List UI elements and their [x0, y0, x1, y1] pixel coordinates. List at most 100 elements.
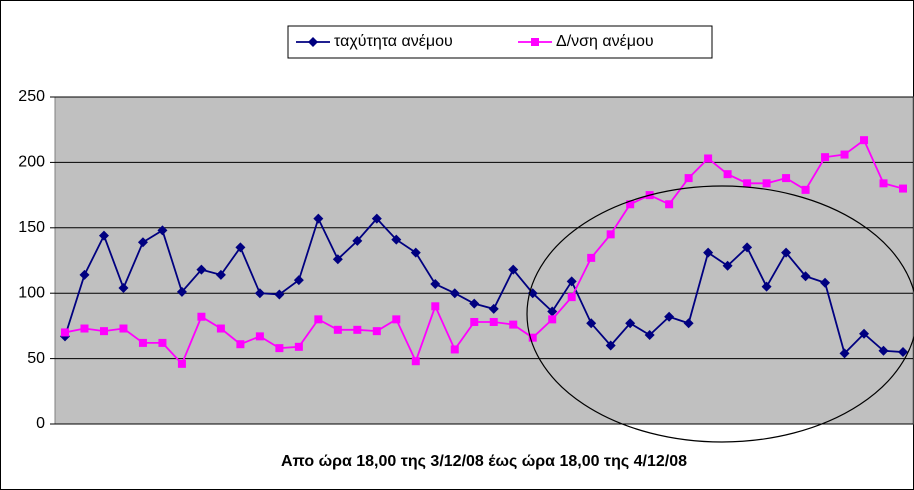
point [158, 338, 167, 347]
plot-area [54, 96, 914, 425]
point [372, 327, 381, 336]
point [743, 179, 752, 188]
point [879, 179, 888, 188]
point [606, 230, 615, 239]
series-layer [60, 136, 908, 368]
legend-items: ταχύτητα ανέμου Δ/νση ανέμου [296, 33, 654, 50]
point [508, 264, 519, 275]
x-axis-label: Απο ώρα 18,00 της 3/12/08 έως ώρα 18,00 … [281, 453, 687, 470]
point [899, 184, 907, 193]
point [431, 302, 440, 311]
point [99, 327, 108, 336]
point [626, 200, 635, 209]
point [254, 288, 265, 299]
point [293, 275, 304, 286]
point [625, 318, 636, 329]
point [781, 247, 792, 258]
point [782, 174, 791, 183]
grid: 0 50 100 150 200 250 [18, 88, 913, 432]
point [450, 345, 459, 354]
point [547, 306, 558, 317]
point [469, 298, 480, 309]
y-tick-label: 50 [27, 350, 45, 367]
point [664, 311, 675, 322]
point [566, 276, 577, 287]
point [353, 325, 362, 334]
point [352, 235, 363, 246]
point [118, 282, 129, 293]
point [138, 338, 147, 347]
point [761, 281, 772, 292]
point [683, 318, 694, 329]
y-tick-label: 150 [18, 219, 45, 236]
point [157, 225, 168, 236]
point [392, 315, 401, 324]
point [61, 328, 69, 337]
point [605, 340, 616, 351]
point [820, 277, 831, 288]
point [255, 332, 264, 341]
point [509, 320, 518, 329]
point [137, 237, 148, 248]
point [488, 303, 499, 314]
point [196, 264, 207, 275]
legend-label: Δ/νση ανέμου [556, 33, 654, 50]
point [176, 286, 187, 297]
point [704, 154, 713, 163]
point [333, 325, 342, 334]
point [236, 340, 245, 349]
point [800, 271, 811, 282]
legend-label: ταχύτητα ανέμου [334, 33, 453, 50]
point [470, 317, 479, 326]
point [567, 293, 576, 302]
point [294, 342, 303, 351]
point [489, 317, 498, 326]
point [723, 170, 732, 179]
point [528, 333, 537, 342]
point [449, 288, 460, 299]
point [177, 359, 186, 368]
y-tick-label: 200 [18, 154, 45, 171]
legend-marker [531, 38, 539, 46]
point [314, 315, 323, 324]
point [430, 279, 441, 290]
point [371, 213, 382, 224]
point [860, 136, 869, 145]
point [313, 213, 324, 224]
point [859, 328, 870, 339]
point [79, 269, 90, 280]
point [98, 230, 109, 241]
point [801, 185, 810, 194]
point [840, 150, 849, 159]
y-tick-label: 250 [18, 88, 45, 105]
point [839, 348, 850, 359]
point [821, 153, 830, 162]
point [275, 344, 284, 353]
point [586, 318, 597, 329]
point [216, 324, 225, 333]
point [235, 242, 246, 253]
y-tick-label: 100 [18, 284, 45, 301]
point [684, 174, 693, 183]
point [274, 289, 285, 300]
point [332, 254, 343, 265]
point [878, 345, 889, 356]
point [410, 247, 421, 258]
point [197, 312, 206, 321]
point [80, 324, 89, 333]
point [665, 200, 674, 209]
point [391, 234, 402, 245]
point [587, 253, 596, 262]
point [548, 315, 557, 324]
legend-marker [308, 37, 318, 47]
point [722, 260, 733, 271]
legend [287, 25, 713, 59]
point [215, 269, 226, 280]
point [898, 347, 908, 358]
point [119, 324, 128, 333]
point [411, 357, 420, 366]
point [703, 247, 714, 258]
point [762, 179, 771, 188]
point [644, 330, 655, 341]
